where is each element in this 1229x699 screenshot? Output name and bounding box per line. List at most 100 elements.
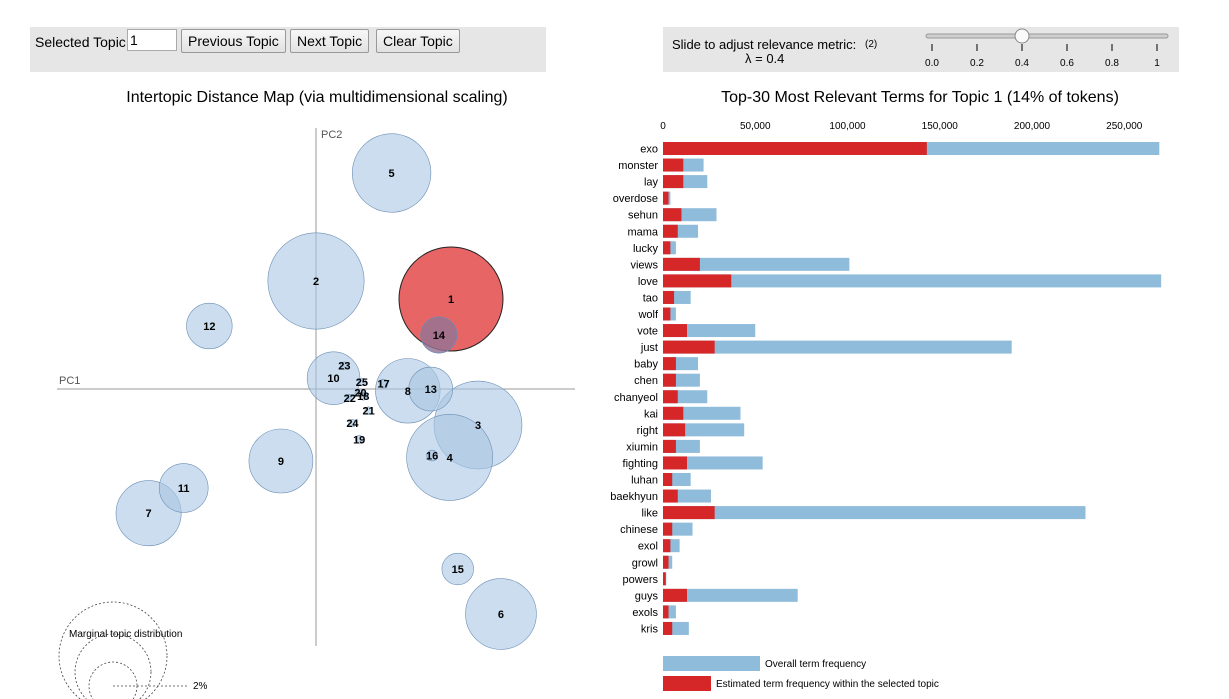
topic-label-9: 9: [278, 456, 284, 468]
slider-tick-label: 0.6: [1060, 58, 1074, 69]
estimated-bar-exo: [663, 142, 927, 155]
topic-label-25: 25: [356, 377, 368, 389]
selected-topic-label: Selected Topic:: [35, 34, 130, 50]
relevance-note: (2): [865, 39, 878, 50]
topic-label-13: 13: [425, 384, 437, 396]
topic-overlap-14: [420, 316, 458, 354]
estimated-bar-lay: [663, 175, 684, 189]
next-topic-button[interactable]: Next Topic: [290, 29, 370, 53]
relevance-label: Slide to adjust relevance metric:: [672, 37, 857, 52]
marginal-legend-circle: [74, 633, 152, 699]
term-label-just: just: [640, 342, 658, 354]
lambda-readout: λ = 0.4: [745, 51, 785, 66]
estimated-bar-xiumin: [663, 439, 676, 453]
topic-bubble-5[interactable]: [351, 133, 432, 213]
topic-label-5: 5: [389, 168, 395, 180]
term-label-kai: kai: [644, 408, 658, 420]
x-tick-label: 0: [660, 121, 666, 132]
term-label-vote: vote: [637, 326, 658, 338]
topic-bubble-2[interactable]: [267, 232, 365, 330]
topic-bubble-12[interactable]: [186, 302, 233, 350]
topic-label-4: 4: [447, 452, 454, 464]
intertopic-map-title: Intertopic Distance Map (via multidimens…: [126, 89, 508, 106]
topic-bubble-6[interactable]: [465, 578, 537, 650]
overall-bar-love: [663, 274, 1162, 288]
slider-tick-label: 0.4: [1015, 58, 1029, 69]
term-label-powers: powers: [623, 574, 659, 586]
estimated-bar-kris: [663, 621, 673, 635]
topic-label-1: 1: [448, 294, 454, 306]
slider-tick-label: 0.0: [925, 58, 939, 69]
selected-topic-input[interactable]: [127, 29, 177, 51]
topic-bubble-23[interactable]: [340, 361, 349, 370]
previous-topic-button[interactable]: Previous Topic: [181, 29, 286, 53]
topic-bubble-15[interactable]: [441, 552, 474, 586]
estimated-bar-vote: [663, 324, 687, 338]
topic-bubble-22[interactable]: [345, 394, 354, 402]
topic-label-20: 20: [354, 388, 366, 400]
estimated-bar-like: [663, 506, 715, 520]
marginal-legend-circle: [88, 661, 138, 699]
term-label-right: right: [637, 425, 658, 437]
term-label-exo: exo: [640, 144, 658, 156]
topic-label-17: 17: [377, 379, 389, 391]
topic-label-3: 3: [475, 420, 481, 432]
topic-bubble-19[interactable]: [354, 435, 364, 444]
x-tick-label: 250,000: [1106, 121, 1143, 132]
topic-bubble-13[interactable]: [408, 366, 454, 412]
term-label-chinese: chinese: [620, 524, 658, 536]
legend-overall-label: Overall term frequency: [765, 659, 866, 670]
topic-bubble-4[interactable]: [406, 414, 494, 501]
marginal-legend-title: Marginal topic distribution: [69, 629, 182, 640]
estimated-bar-sehun: [663, 208, 682, 222]
term-label-xiumin: xiumin: [626, 441, 658, 453]
topic-label-14: 14: [433, 330, 446, 342]
slider-tick-label: 0.2: [970, 58, 984, 69]
term-label-growl: growl: [632, 557, 658, 569]
marginal-legend-circle: [58, 601, 168, 699]
estimated-bar-fighting: [663, 456, 687, 470]
marginal-legend-label: 2%: [193, 681, 208, 692]
topic-bubble-17[interactable]: [378, 378, 389, 389]
x-tick-label: 200,000: [1014, 121, 1051, 132]
term-label-like: like: [641, 508, 658, 520]
estimated-bar-overdose: [663, 191, 669, 205]
term-label-exols: exols: [632, 607, 658, 619]
topic-label-21: 21: [363, 406, 375, 418]
term-label-mama: mama: [627, 226, 658, 238]
topic-bubble-20[interactable]: [356, 388, 365, 397]
overall-bar-just: [663, 340, 1012, 354]
term-label-baekhyun: baekhyun: [610, 491, 658, 503]
pc1-axis-label: PC1: [59, 375, 80, 387]
term-label-fighting: fighting: [623, 458, 658, 470]
overall-bar-views: [663, 257, 850, 271]
overall-bar-fighting: [663, 456, 763, 470]
topic-bubble-16[interactable]: [426, 449, 438, 462]
legend-swatch-estimated: [663, 676, 711, 691]
pc2-axis-label: PC2: [321, 129, 342, 141]
topic-bubble-25[interactable]: [357, 377, 366, 386]
term-label-chanyeol: chanyeol: [614, 392, 658, 404]
topic-bubble-9[interactable]: [248, 428, 314, 494]
clear-topic-button[interactable]: Clear Topic: [376, 29, 460, 53]
term-label-views: views: [630, 259, 658, 271]
estimated-bar-baby: [663, 357, 676, 371]
estimated-bar-chinese: [663, 522, 673, 536]
topic-label-7: 7: [146, 508, 152, 520]
x-tick-label: 100,000: [829, 121, 866, 132]
relevance-slider-handle[interactable]: [1014, 28, 1030, 44]
estimated-bar-mama: [663, 224, 678, 238]
x-tick-label: 150,000: [922, 121, 959, 132]
legend-swatch-overall: [663, 656, 760, 671]
term-label-love: love: [638, 276, 658, 288]
topic-bubble-11[interactable]: [158, 463, 209, 513]
topic-bubble-24[interactable]: [348, 419, 357, 428]
term-label-overdose: overdose: [613, 193, 658, 205]
topic-label-2: 2: [313, 276, 319, 288]
term-label-lucky: lucky: [633, 243, 659, 255]
estimated-bar-monster: [663, 158, 684, 172]
topic-bubble-21[interactable]: [364, 406, 373, 415]
overall-bar-guys: [663, 588, 798, 602]
estimated-bar-powers: [663, 572, 666, 586]
